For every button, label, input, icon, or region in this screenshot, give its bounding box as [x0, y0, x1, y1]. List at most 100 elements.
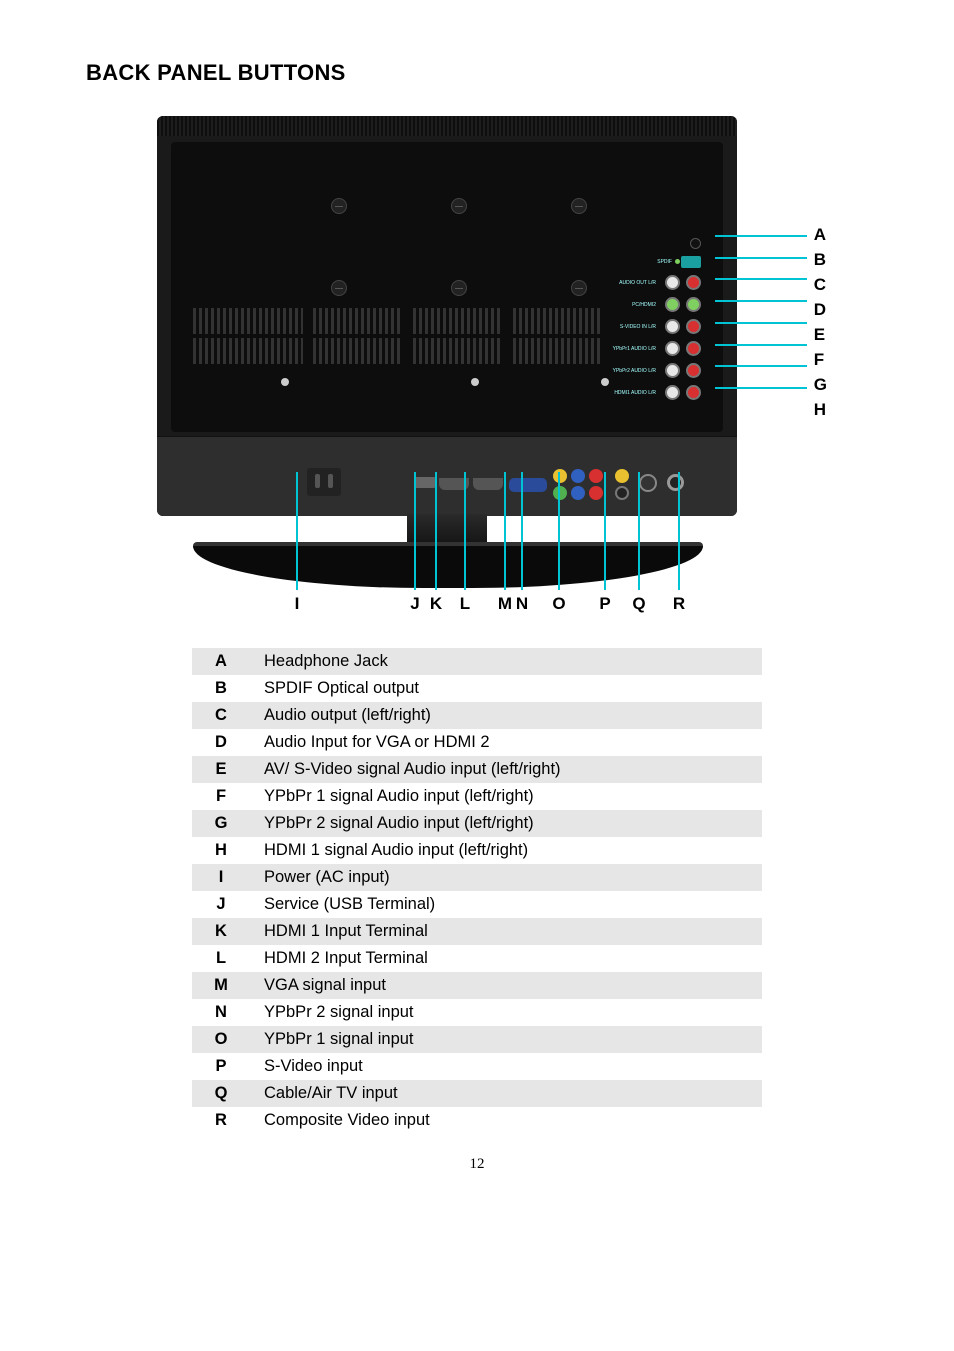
callout-letter-q: Q — [632, 594, 645, 614]
hdmi2-icon — [473, 478, 503, 490]
callout-line — [715, 322, 807, 324]
legend-desc: Audio output (left/right) — [250, 702, 762, 729]
callout-line — [638, 472, 640, 590]
legend-desc: AV/ S-Video signal Audio input (left/rig… — [250, 756, 762, 783]
callout-letter-l: L — [460, 594, 470, 614]
legend-row: KHDMI 1 Input Terminal — [192, 918, 762, 945]
legend-row: EAV/ S-Video signal Audio input (left/ri… — [192, 756, 762, 783]
legend-row: MVGA signal input — [192, 972, 762, 999]
legend-key: B — [192, 675, 250, 702]
callout-letter-k: K — [430, 594, 442, 614]
callout-line — [414, 472, 416, 590]
callout-letter-h: H — [814, 399, 827, 420]
legend-key: Q — [192, 1080, 250, 1107]
callout-line — [715, 235, 807, 237]
legend-key: K — [192, 918, 250, 945]
ypbpr-group-icon — [553, 469, 603, 500]
legend-row: OYPbPr 1 signal input — [192, 1026, 762, 1053]
callout-letter-e: E — [814, 324, 827, 345]
legend-key: N — [192, 999, 250, 1026]
callout-letter-d: D — [814, 299, 827, 320]
legend-row: GYPbPr 2 signal Audio input (left/right) — [192, 810, 762, 837]
svideo-icon — [639, 474, 657, 492]
callout-letter-b: B — [814, 249, 827, 270]
legend-desc: Service (USB Terminal) — [250, 891, 762, 918]
callout-line — [521, 472, 523, 590]
legend-key: P — [192, 1053, 250, 1080]
callout-line — [464, 472, 466, 590]
legend-row: CAudio output (left/right) — [192, 702, 762, 729]
legend-row: BSPDIF Optical output — [192, 675, 762, 702]
ac-input-icon — [307, 468, 341, 496]
legend-key: E — [192, 756, 250, 783]
headphone-jack-icon — [690, 238, 701, 249]
callout-letter-o: O — [552, 594, 565, 614]
legend-desc: S-Video input — [250, 1053, 762, 1080]
legend-desc: SPDIF Optical output — [250, 675, 762, 702]
side-callout-labels: ABCDEFGH — [814, 224, 827, 420]
legend-key: I — [192, 864, 250, 891]
diagram-container: SPDIF AUDIO OUT L/R PC/HDMI2 S-VIDEO IN … — [86, 116, 868, 626]
callout-letter-j: J — [410, 594, 419, 614]
callout-line — [435, 472, 437, 590]
monitor-back-plate: SPDIF AUDIO OUT L/R PC/HDMI2 S-VIDEO IN … — [171, 142, 723, 432]
callout-line — [715, 278, 807, 280]
legend-desc: HDMI 1 signal Audio input (left/right) — [250, 837, 762, 864]
legend-desc: HDMI 2 Input Terminal — [250, 945, 762, 972]
callout-line — [715, 257, 807, 259]
callout-line — [715, 344, 807, 346]
legend-desc: YPbPr 1 signal input — [250, 1026, 762, 1053]
bottom-connector-strip — [157, 436, 737, 516]
legend-key: F — [192, 783, 250, 810]
side-audio-panel: SPDIF AUDIO OUT L/R PC/HDMI2 S-VIDEO IN … — [625, 238, 701, 400]
callout-letter-m: M — [498, 594, 512, 614]
callout-line — [296, 472, 298, 590]
callout-letter-r: R — [673, 594, 685, 614]
legend-desc: Cable/Air TV input — [250, 1080, 762, 1107]
legend-key: J — [192, 891, 250, 918]
legend-row: NYPbPr 2 signal input — [192, 999, 762, 1026]
callout-letter-g: G — [814, 374, 827, 395]
coax-icon — [667, 474, 684, 491]
legend-row: HHDMI 1 signal Audio input (left/right) — [192, 837, 762, 864]
page-title: BACK PANEL BUTTONS — [86, 60, 868, 86]
legend-desc: Composite Video input — [250, 1107, 762, 1134]
back-panel-diagram: SPDIF AUDIO OUT L/R PC/HDMI2 S-VIDEO IN … — [127, 116, 827, 626]
legend-desc: Audio Input for VGA or HDMI 2 — [250, 729, 762, 756]
callout-letter-a: A — [814, 224, 827, 245]
legend-key: M — [192, 972, 250, 999]
legend-row: DAudio Input for VGA or HDMI 2 — [192, 729, 762, 756]
legend-desc: YPbPr 1 signal Audio input (left/right) — [250, 783, 762, 810]
monitor-body: SPDIF AUDIO OUT L/R PC/HDMI2 S-VIDEO IN … — [157, 116, 737, 516]
callout-line — [715, 300, 807, 302]
vga-icon — [509, 478, 547, 492]
legend-key: D — [192, 729, 250, 756]
callout-letter-i: I — [295, 594, 300, 614]
callout-line — [678, 472, 680, 590]
callout-letter-p: P — [599, 594, 610, 614]
legend-row: LHDMI 2 Input Terminal — [192, 945, 762, 972]
legend-desc: YPbPr 2 signal input — [250, 999, 762, 1026]
legend-desc: HDMI 1 Input Terminal — [250, 918, 762, 945]
legend-row: FYPbPr 1 signal Audio input (left/right) — [192, 783, 762, 810]
legend-key: R — [192, 1107, 250, 1134]
callout-letter-c: C — [814, 274, 827, 295]
legend-desc: VGA signal input — [250, 972, 762, 999]
legend-desc: Headphone Jack — [250, 648, 762, 675]
legend-row: IPower (AC input) — [192, 864, 762, 891]
legend-key: L — [192, 945, 250, 972]
page-number: 12 — [86, 1156, 868, 1173]
stand-base — [193, 546, 703, 588]
legend-key: G — [192, 810, 250, 837]
legend-desc: YPbPr 2 signal Audio input (left/right) — [250, 810, 762, 837]
legend-row: RComposite Video input — [192, 1107, 762, 1134]
legend-key: C — [192, 702, 250, 729]
legend-desc: Power (AC input) — [250, 864, 762, 891]
callout-line — [715, 365, 807, 367]
callout-line — [504, 472, 506, 590]
legend-key: O — [192, 1026, 250, 1053]
callout-line — [715, 387, 807, 389]
callout-letter-f: F — [814, 349, 827, 370]
callout-line — [558, 472, 560, 590]
usb-port-icon — [415, 477, 435, 488]
